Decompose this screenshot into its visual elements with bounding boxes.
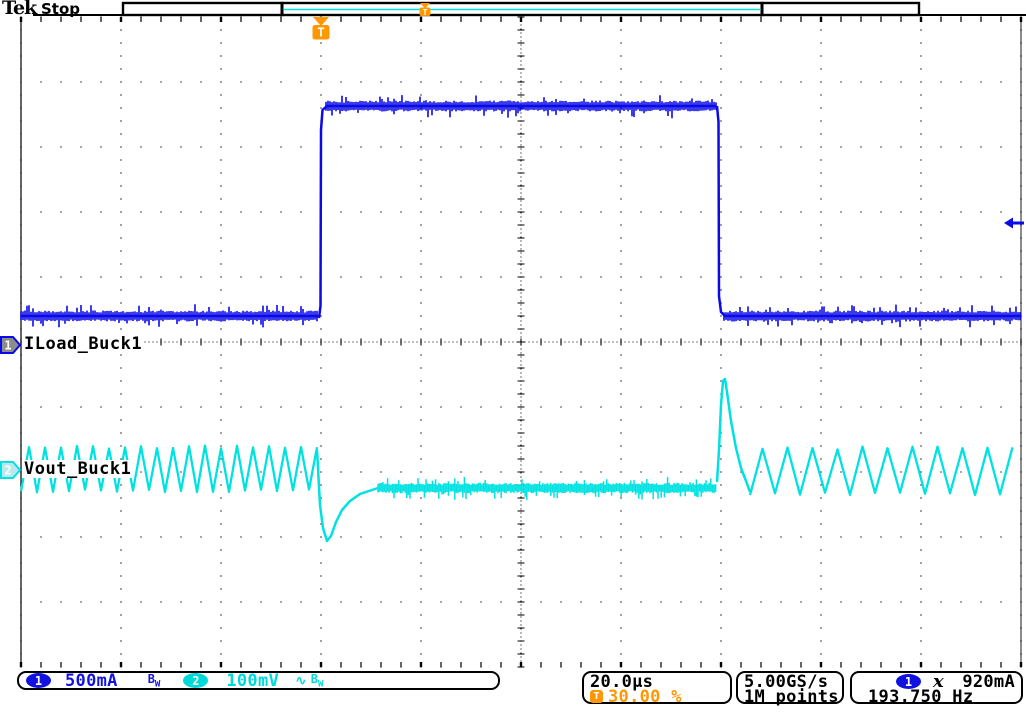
trigger-source-badge: 1 (896, 674, 921, 689)
ch2-trace-label: Vout_Buck1 (22, 459, 134, 479)
ch1-bandwidth-limit-icon: BW (147, 671, 161, 690)
acquisition-readout-box: 5.00GS/s 1M points (736, 671, 844, 707)
record-view-bar (121, 1, 921, 17)
trigger-icon: T (590, 690, 603, 703)
ch2-ripple-left (19, 444, 319, 494)
trace-ch1 (20, 95, 1021, 328)
ch1-core (21, 104, 1021, 318)
timebase-readout: 20.0µs (590, 671, 654, 692)
horizontal-readout-box: 20.0µs T 30.00 % (582, 671, 732, 707)
ch1-rising-edge (317, 105, 328, 319)
trigger-position-marker[interactable]: T (312, 17, 330, 40)
svg-text:1: 1 (4, 339, 11, 353)
trigger-readout-box: 1 x 920mA 193.750 Hz (850, 671, 1023, 707)
trigger-frequency-readout: 193.750 Hz (868, 686, 974, 707)
ch1-position-marker[interactable]: 1 (0, 336, 22, 354)
record-length-readout: 1M points (744, 686, 839, 707)
ch1-scale-readout: 500mA (65, 670, 118, 691)
trigger-position-readout: 30.00 % (608, 686, 682, 707)
trigger-level-readout: 920mA (962, 671, 1015, 692)
ch1-trace-label: ILoad_Buck1 (22, 334, 145, 354)
ch2-ac-coupling-icon: ∿ (295, 672, 307, 689)
ch1-falling-edge (715, 105, 726, 317)
tek-logo: Tek (2, 0, 37, 19)
trigger-slope-icon: x (933, 671, 944, 692)
ch2-bandwidth-limit-icon: BW (310, 671, 324, 690)
ch2-position-marker[interactable]: 2 (0, 461, 22, 479)
svg-text:T: T (317, 26, 324, 40)
record-trigger-marker[interactable]: T (419, 3, 431, 17)
trigger-level-arrow[interactable] (1004, 217, 1024, 229)
ch2-undershoot (315, 449, 379, 543)
frame-minor-ticks (40, 17, 1002, 667)
ch2-overshoot (715, 377, 752, 493)
ch2-scale-readout: 100mV (226, 670, 280, 691)
ch1-badge: 1 (26, 673, 51, 688)
svg-text:T: T (423, 8, 428, 17)
sample-rate-readout: 5.00GS/s (744, 671, 829, 692)
graticule (19, 16, 1023, 668)
ch2-badge: 2 (183, 673, 209, 688)
acquisition-status: Stop (41, 0, 81, 18)
ch2-settled-band (377, 477, 717, 500)
ch2-ripple-right (748, 445, 1014, 497)
svg-text:2: 2 (4, 464, 11, 478)
channel-readout-box: 1 500mA BW 2 100mV ∿ BW (17, 670, 500, 691)
trace-ch2 (19, 377, 1014, 543)
